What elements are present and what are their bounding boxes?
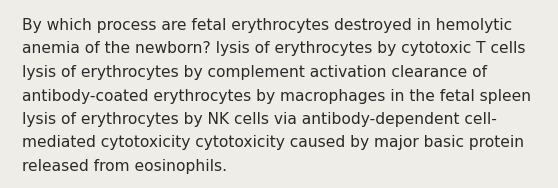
Text: lysis of erythrocytes by NK cells via antibody-dependent cell-: lysis of erythrocytes by NK cells via an… [22, 112, 497, 127]
Text: antibody-coated erythrocytes by macrophages in the fetal spleen: antibody-coated erythrocytes by macropha… [22, 89, 531, 104]
Text: anemia of the newborn? lysis of erythrocytes by cytotoxic T cells: anemia of the newborn? lysis of erythroc… [22, 42, 526, 57]
Text: lysis of erythrocytes by complement activation clearance of: lysis of erythrocytes by complement acti… [22, 65, 487, 80]
Text: mediated cytotoxicity cytotoxicity caused by major basic protein: mediated cytotoxicity cytotoxicity cause… [22, 136, 524, 151]
Text: By which process are fetal erythrocytes destroyed in hemolytic: By which process are fetal erythrocytes … [22, 18, 512, 33]
Text: released from eosinophils.: released from eosinophils. [22, 159, 227, 174]
